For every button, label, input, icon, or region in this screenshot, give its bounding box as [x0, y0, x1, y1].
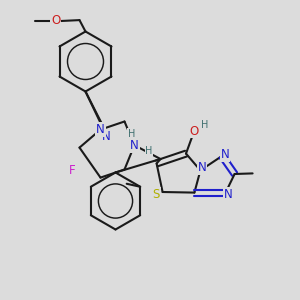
- Text: N: N: [102, 130, 111, 143]
- Text: H: H: [201, 120, 208, 130]
- Text: N: N: [224, 188, 232, 201]
- Text: H: H: [128, 129, 135, 139]
- Text: S: S: [152, 188, 160, 201]
- Text: O: O: [51, 14, 60, 28]
- Text: H: H: [146, 146, 153, 157]
- Text: O: O: [189, 124, 198, 138]
- Text: F: F: [69, 164, 75, 178]
- Text: N: N: [197, 161, 206, 174]
- Text: N: N: [96, 123, 105, 136]
- Text: N: N: [130, 139, 139, 152]
- Text: N: N: [220, 148, 230, 161]
